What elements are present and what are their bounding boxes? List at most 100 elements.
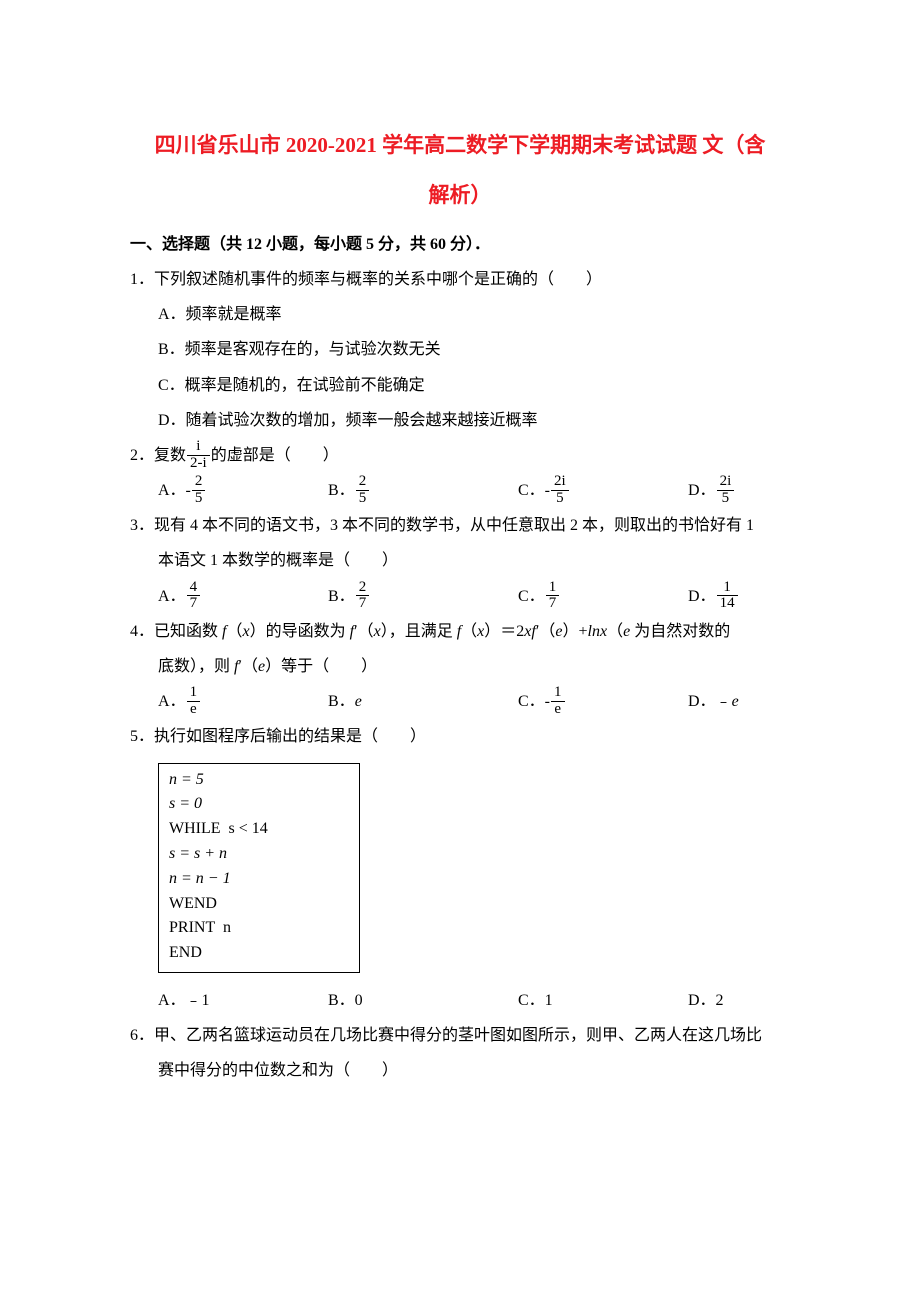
q4-t4: x <box>242 623 249 640</box>
q4-option-c: C．-1e <box>518 684 688 719</box>
q2-frac-n: i <box>187 439 210 456</box>
code-line-1: s = 0 <box>169 792 349 817</box>
q4-a-d: e <box>187 702 201 718</box>
q2-a-d: 5 <box>192 491 206 507</box>
q2-b-n: 2 <box>356 474 370 491</box>
q5-option-b: B．0 <box>328 983 518 1018</box>
q4-c-n: 1 <box>551 685 565 702</box>
question-1: 1．下列叙述随机事件的频率与概率的关系中哪个是正确的（ ） A．频率就是概率 B… <box>130 262 790 438</box>
q4-a-n: 1 <box>187 685 201 702</box>
q4-u3: ′（ <box>238 658 258 675</box>
code-line-4: n = n − 1 <box>169 867 349 892</box>
q4-b-txt: e <box>355 693 362 710</box>
q3-d-d: 14 <box>717 596 738 612</box>
q3-option-c: C．17 <box>518 579 688 614</box>
q4-d-pre: D．﹣ <box>688 693 732 710</box>
q4-u1: 底数），则 <box>158 658 234 675</box>
code-line-3: s = s + n <box>169 842 349 867</box>
q3-d-n: 1 <box>717 580 738 597</box>
q4-a-pre: A． <box>158 693 186 710</box>
code-line-6: PRINT n <box>169 916 349 941</box>
code-line-5: WEND <box>169 892 349 917</box>
q2-option-c: C．-2i5 <box>518 473 688 508</box>
q4-t9: ），且满足 <box>381 623 457 640</box>
q4-t18: ）+ <box>562 623 587 640</box>
q3-a-d: 7 <box>187 596 201 612</box>
q2-c-d: 5 <box>551 491 569 507</box>
q2-option-a: A．-25 <box>158 473 328 508</box>
q3-b-pre: B． <box>328 588 355 605</box>
q4-options: A．1e B．e C．-1e D．﹣e <box>130 684 790 719</box>
q5-stem: 5．执行如图程序后输出的结果是（ ） <box>130 719 790 754</box>
q2-option-d: D．2i5 <box>688 473 808 508</box>
q1-option-a: A．频率就是概率 <box>130 297 790 332</box>
q3-c-frac: 17 <box>546 580 560 613</box>
q3-a-n: 4 <box>187 580 201 597</box>
q1-option-c: C．概率是随机的，在试验前不能确定 <box>130 368 790 403</box>
q4-t5: ）的导函数为 <box>250 623 350 640</box>
q4-d-txt: e <box>732 693 739 710</box>
q3-b-d: 7 <box>356 596 370 612</box>
q5-code-box: n = 5 s = 0 WHILE s < 14 s = s + n n = n… <box>158 763 360 973</box>
q4-t1: 4．已知函数 <box>130 623 222 640</box>
q2-d-n: 2i <box>717 474 735 491</box>
q4-c-frac: 1e <box>551 685 565 718</box>
q4-t7: ′（ <box>354 623 374 640</box>
q2-d-frac: 2i5 <box>717 474 735 507</box>
q2-stem: 2．复数i2-i的虚部是（ ） <box>130 438 790 473</box>
q3-c-n: 1 <box>546 580 560 597</box>
code-line-7: END <box>169 941 349 966</box>
q3-option-a: A．47 <box>158 579 328 614</box>
q2-a-pre: A．- <box>158 482 191 499</box>
doc-title-line1: 四川省乐山市 2020-2021 学年高二数学下学期期末考试试题 文（含 <box>130 120 790 170</box>
q3-line2: 本语文 1 本数学的概率是（ ） <box>130 543 790 578</box>
q4-t3: （ <box>226 623 242 640</box>
code-l4: n = n − 1 <box>169 870 231 887</box>
q4-option-b: B．e <box>328 684 518 719</box>
q4-t16: ′（ <box>536 623 556 640</box>
q6-line1: 6．甲、乙两名篮球运动员在几场比赛中得分的茎叶图如图所示，则甲、乙两人在这几场比 <box>130 1018 790 1053</box>
q4-line2: 底数），则 f′（e）等于（ ） <box>130 649 790 684</box>
q4-b-pre: B． <box>328 693 355 710</box>
q3-c-pre: C． <box>518 588 545 605</box>
doc-title-line2: 解析） <box>130 170 790 220</box>
q5-option-c: C．1 <box>518 983 688 1018</box>
q3-option-b: B．27 <box>328 579 518 614</box>
code-l0: n = 5 <box>169 771 204 788</box>
code-l3: s = s + n <box>169 845 227 862</box>
section-1-heading: 一、选择题（共 12 小题，每小题 5 分，共 60 分）． <box>130 227 790 262</box>
code-l1: s = 0 <box>169 795 202 812</box>
q3-option-d: D．114 <box>688 579 808 614</box>
q2-b-frac: 25 <box>356 474 370 507</box>
q3-options: A．47 B．27 C．17 D．114 <box>130 579 790 614</box>
q4-c-pre: C．- <box>518 693 550 710</box>
q2-option-b: B．25 <box>328 473 518 508</box>
q2-a-frac: 25 <box>192 474 206 507</box>
q4-a-frac: 1e <box>187 685 201 718</box>
q2-frac: i2-i <box>187 439 210 472</box>
q3-b-frac: 27 <box>356 580 370 613</box>
q2-c-pre: C．- <box>518 482 550 499</box>
q1-stem: 1．下列叙述随机事件的频率与概率的关系中哪个是正确的（ ） <box>130 262 790 297</box>
q1-option-b: B．频率是客观存在的，与试验次数无关 <box>130 332 790 367</box>
q5-option-d: D．2 <box>688 983 808 1018</box>
q2-b-d: 5 <box>356 491 370 507</box>
q4-t20: （ <box>607 623 623 640</box>
q3-c-d: 7 <box>546 596 560 612</box>
q2-c-frac: 2i5 <box>551 474 569 507</box>
q4-t19: lnx <box>588 623 608 640</box>
q2-d-pre: D． <box>688 482 716 499</box>
q2-b-pre: B． <box>328 482 355 499</box>
q4-option-a: A．1e <box>158 684 328 719</box>
q4-u5: ）等于（ ） <box>265 658 377 675</box>
q4-t22: 为自然对数的 <box>630 623 730 640</box>
q4-t11: （ <box>461 623 477 640</box>
q3-line1: 3．现有 4 本不同的语文书，3 本不同的数学书，从中任意取出 2 本，则取出的… <box>130 508 790 543</box>
q4-c-d: e <box>551 702 565 718</box>
question-2: 2．复数i2-i的虚部是（ ） A．-25 B．25 C．-2i5 D．2i5 <box>130 438 790 508</box>
q2-post: 的虚部是（ ） <box>211 447 339 464</box>
q2-frac-d: 2-i <box>187 456 210 472</box>
question-5: 5．执行如图程序后输出的结果是（ ） n = 5 s = 0 WHILE s <… <box>130 719 790 1018</box>
q3-b-n: 2 <box>356 580 370 597</box>
q5-options: A．﹣1 B．0 C．1 D．2 <box>130 983 790 1018</box>
